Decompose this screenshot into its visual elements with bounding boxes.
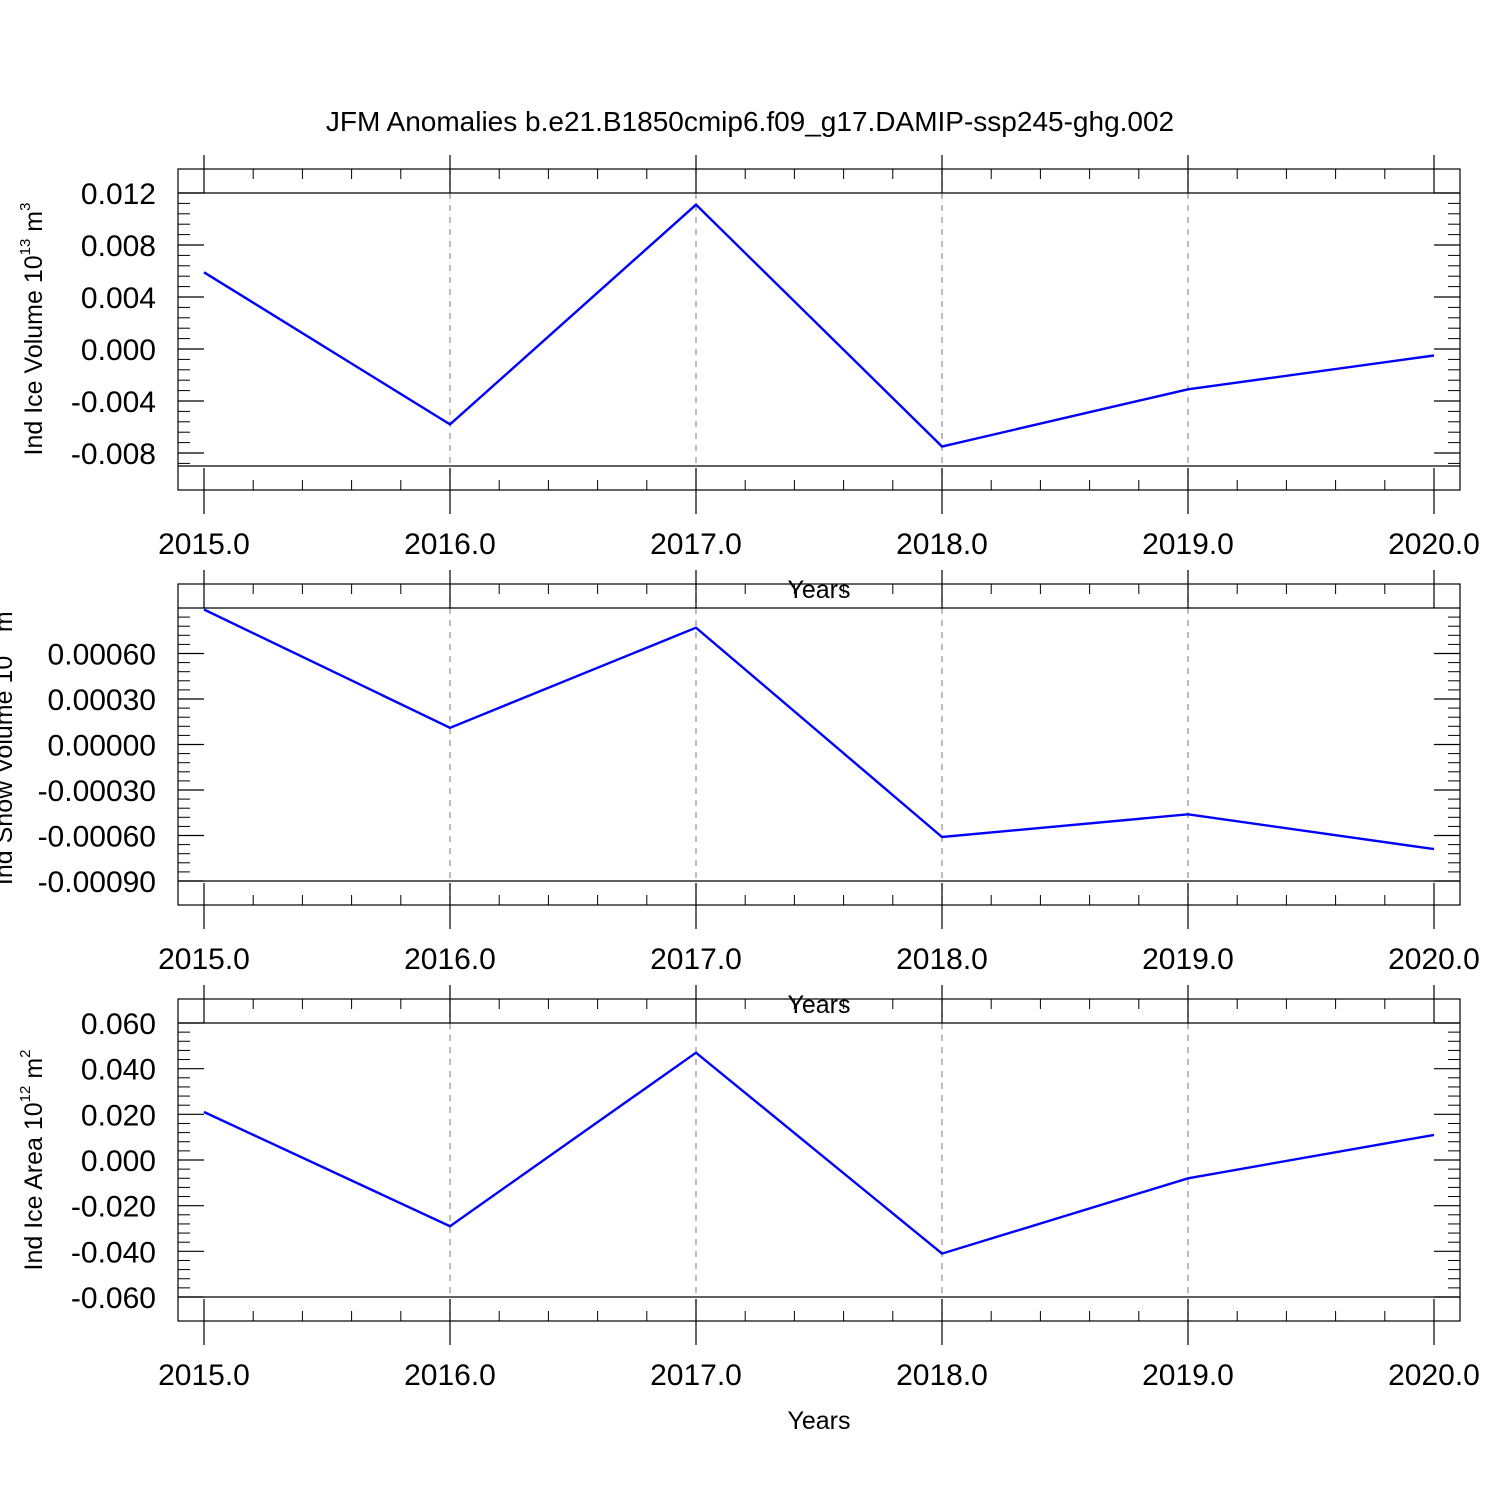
x-tick-label: 2017.0: [650, 1359, 742, 1392]
x-tick-label: 2019.0: [1142, 1359, 1234, 1392]
x-tick-label: 2015.0: [158, 943, 250, 976]
y-tick-label: 0.000: [81, 334, 156, 367]
y-axis-title: Ind Snow Volume 1013 m3: [0, 603, 18, 885]
y-tick-label: 0.040: [81, 1054, 156, 1087]
plot-frame: [177, 998, 1461, 1322]
plot-frame: [177, 168, 1461, 491]
y-tick-label: 0.000: [81, 1145, 156, 1178]
chart-panel-2: -0.00090 -0.00060 -0.00030 0.00000 0.00030 0.…: [0, 570, 1480, 1019]
x-tick-label: 2018.0: [896, 528, 988, 561]
y-tick-label: 0.012: [81, 178, 156, 211]
y-tick-label: 0.00060: [48, 639, 156, 672]
plot-frame: [177, 583, 1461, 906]
x-tick-label: 2019.0: [1142, 528, 1234, 561]
x-tick-label: 2015.0: [158, 528, 250, 561]
x-tick-label: 2016.0: [404, 1359, 496, 1392]
x-axis-title: Years: [787, 576, 850, 604]
y-axis-title: Ind Ice Area 1012 m2: [17, 1050, 48, 1271]
y-tick-label: -0.008: [71, 438, 156, 471]
y-tick-label: -0.004: [71, 386, 156, 419]
y-tick-label: -0.060: [71, 1282, 156, 1315]
y-axis-title: Ind Ice Volume 1013 m3: [17, 203, 48, 456]
x-tick-label: 2017.0: [650, 528, 742, 561]
panels: -0.008 -0.004 0.000 0.004 0.008 0.012 2015.0 20…: [0, 155, 1480, 1435]
y-tick-label: -0.040: [71, 1236, 156, 1269]
x-tick-label: 2020.0: [1388, 1359, 1480, 1392]
chart-panel-1: -0.008 -0.004 0.000 0.004 0.008 0.012 2015.0 20…: [17, 155, 1480, 604]
x-tick-label: 2018.0: [896, 1359, 988, 1392]
series-line: [203, 203, 1435, 448]
y-tick-label: -0.00090: [38, 866, 156, 899]
figure-title: JFM Anomalies b.e21.B1850cmip6.f09_g17.D…: [326, 106, 1174, 137]
y-tick-label: 0.00000: [48, 730, 156, 763]
y-tick-label: 0.020: [81, 1099, 156, 1132]
x-tick-label: 2016.0: [404, 943, 496, 976]
x-tick-label: 2015.0: [158, 1359, 250, 1392]
x-tick-label: 2018.0: [896, 943, 988, 976]
x-tick-label: 2017.0: [650, 943, 742, 976]
y-tick-label: 0.00030: [48, 684, 156, 717]
y-tick-label: 0.060: [81, 1008, 156, 1041]
y-tick-label: -0.00060: [38, 821, 156, 854]
y-tick-label: 0.004: [81, 282, 156, 315]
x-tick-label: 2019.0: [1142, 943, 1234, 976]
x-tick-label: 2016.0: [404, 528, 496, 561]
chart-panel-3: -0.060 -0.040 -0.020 0.000 0.020 0.040 0.060 20…: [17, 985, 1480, 1435]
x-tick-label: 2020.0: [1388, 943, 1480, 976]
y-tick-label: 0.008: [81, 230, 156, 263]
series-line: [203, 1051, 1435, 1255]
x-axis-title: Years: [787, 1407, 850, 1435]
x-axis-title: Years: [787, 991, 850, 1019]
y-tick-label: -0.020: [71, 1191, 156, 1224]
y-tick-label: -0.00030: [38, 775, 156, 808]
series-line: [203, 608, 1435, 851]
x-tick-label: 2020.0: [1388, 528, 1480, 561]
